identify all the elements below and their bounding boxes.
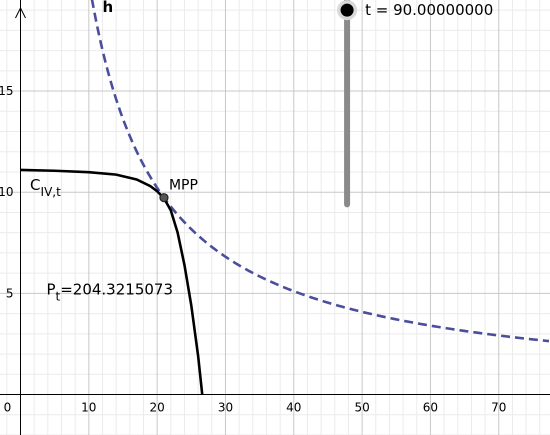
y-tick-label: 10	[0, 185, 13, 199]
y-tick-label: 15	[0, 84, 13, 98]
slider-knob[interactable]	[340, 3, 354, 17]
power-annotation: Pt=204.3215073	[46, 280, 173, 303]
slider-label: t = 90.00000000	[365, 1, 493, 19]
series-c-label: CIV,t	[30, 176, 61, 199]
x-tick-label: 30	[218, 401, 233, 415]
tick-labels: 0 10 20 30 40 50 60 70 5 10 15	[0, 84, 506, 414]
t-slider[interactable]: t = 90.00000000	[337, 0, 493, 208]
x-tick-label: 40	[286, 401, 301, 415]
x-tick-label: 60	[423, 401, 438, 415]
mpp-label: MPP	[169, 178, 198, 194]
x-tick-label: 20	[150, 401, 165, 415]
series-c-label-subscript: IV,t	[41, 185, 62, 199]
series-c-label-main: C	[30, 176, 40, 194]
x-tick-label: 50	[354, 401, 369, 415]
power-label-value: =204.3215073	[60, 280, 173, 298]
mpp-point[interactable]	[159, 193, 169, 203]
series-h-label: h	[102, 0, 113, 16]
x-tick-label: 70	[491, 401, 506, 415]
y-axis-arrow-icon	[15, 6, 26, 19]
power-label-subscript: t	[56, 289, 61, 303]
x-tick-label: 10	[81, 401, 96, 415]
y-tick-label: 5	[6, 286, 14, 300]
x-tick-label: 0	[4, 401, 12, 415]
power-label-prefix: P	[46, 280, 55, 298]
